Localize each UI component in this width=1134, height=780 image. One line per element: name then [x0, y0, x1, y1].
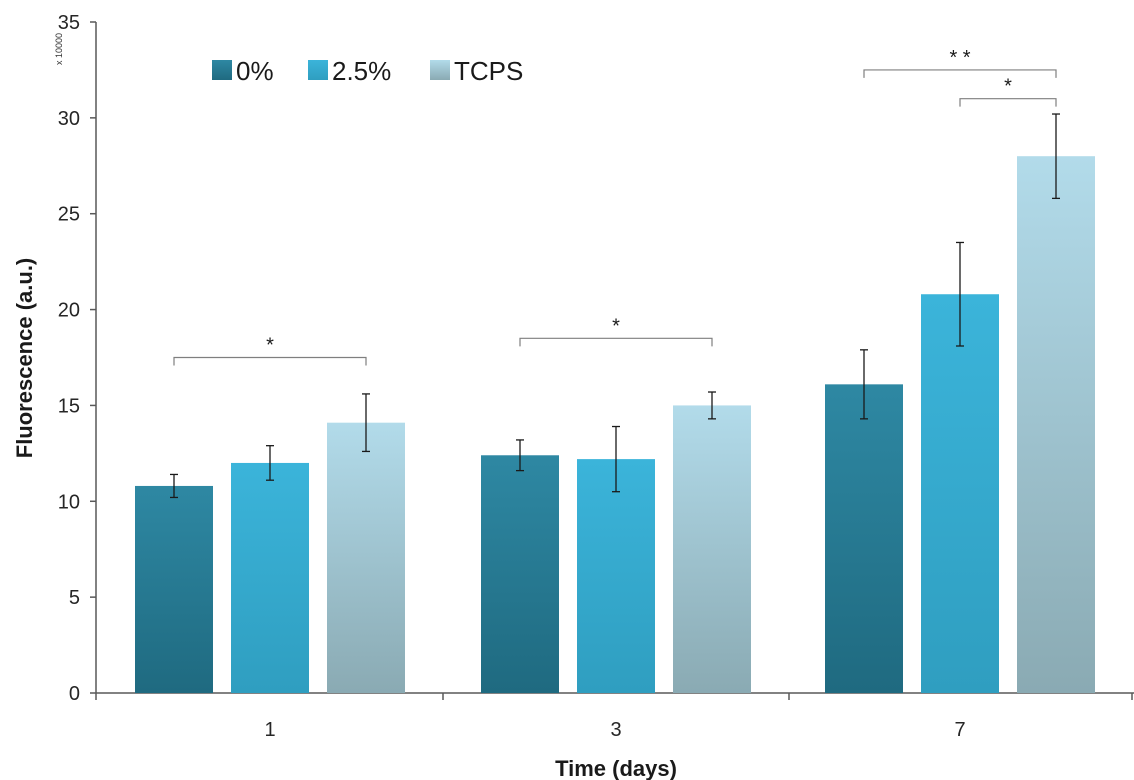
x-tick-label: 1 [264, 719, 275, 741]
y-tick-label: 10 [58, 491, 80, 513]
significance-label: * [1004, 76, 1012, 98]
y-axis: 0 5 10 15 20 25 30 35 [58, 12, 97, 705]
legend-label: 2.5% [332, 56, 391, 86]
bar [921, 294, 999, 693]
significance-brackets: * * * * * [173, 47, 1057, 366]
bar [673, 405, 751, 693]
x-tick-label: 3 [610, 719, 621, 741]
legend-swatch [308, 60, 328, 80]
legend-label: 0% [236, 56, 274, 86]
legend-swatch [430, 60, 450, 80]
bar [231, 462, 309, 693]
significance-bracket [519, 337, 713, 347]
significance-label: * [612, 315, 620, 337]
bar [1017, 156, 1095, 693]
significance-label: * [266, 335, 274, 357]
x-axis: 1 3 7 [95, 692, 1134, 741]
y-multiplier-label: x 10000 [54, 33, 64, 65]
significance-bracket [173, 356, 367, 366]
significance-bracket [863, 69, 1057, 78]
bar [825, 384, 903, 693]
legend-label: TCPS [454, 56, 523, 86]
bar [481, 455, 559, 693]
legend-swatch [212, 60, 232, 80]
y-tick-label: 25 [58, 204, 80, 226]
y-tick-label: 15 [58, 395, 80, 417]
significance-bracket [959, 98, 1057, 107]
bars [135, 156, 1095, 693]
y-tick-label: 5 [69, 587, 80, 609]
legend: 0% 2.5% TCPS [212, 56, 523, 86]
bar [577, 459, 655, 693]
bar [135, 485, 213, 693]
y-axis-title: Fluorescence (a.u.) [12, 258, 37, 459]
x-tick-label: 7 [954, 719, 965, 741]
y-tick-label: 20 [58, 300, 80, 322]
error-bars [170, 113, 1060, 499]
x-axis-title: Time (days) [555, 756, 677, 780]
bar [327, 422, 405, 693]
y-tick-label: 0 [69, 683, 80, 705]
y-tick-label: 35 [58, 12, 80, 34]
y-tick-label: 30 [58, 108, 80, 130]
significance-label: * * [949, 47, 970, 69]
